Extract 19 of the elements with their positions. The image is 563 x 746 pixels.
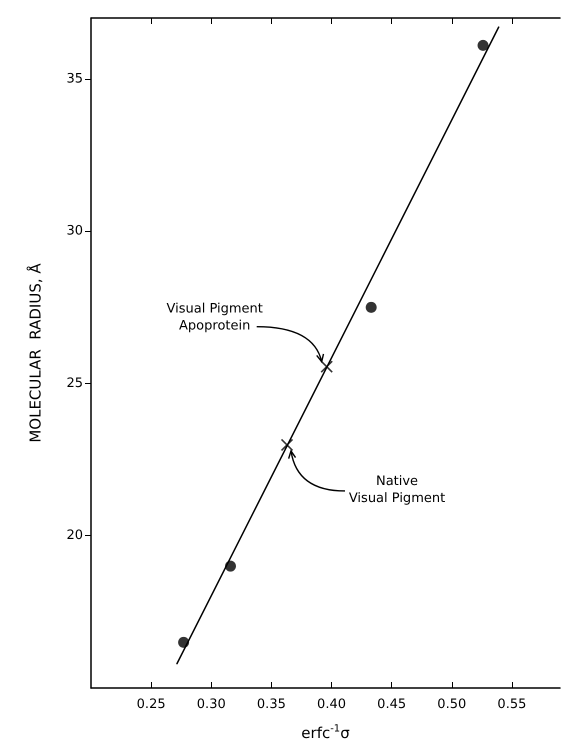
x-tick-label: 0.55	[497, 697, 526, 712]
x-tick-label: 0.40	[317, 697, 346, 712]
y-tick-label: 20	[66, 528, 83, 544]
x-tick-label: 0.50	[437, 697, 466, 712]
x-tick-label: 0.25	[136, 697, 166, 712]
y-axis-title: MOLECULAR RADIUS, Å	[26, 262, 44, 443]
x-tick-label: 0.30	[196, 697, 226, 712]
point	[366, 302, 377, 313]
x-tick-label: 0.45	[377, 697, 406, 712]
y-tick-label: 30	[66, 224, 83, 239]
annotation: Native Visual Pigment	[348, 474, 446, 506]
point	[225, 560, 236, 572]
point	[280, 438, 294, 452]
y-tick-label: 25	[66, 376, 83, 391]
x-tick-label: 0.35	[256, 697, 286, 712]
point	[478, 40, 489, 51]
point	[178, 636, 190, 648]
y-tick-label: 35	[66, 71, 83, 86]
annotation: Visual Pigment Apoprotein	[166, 302, 263, 334]
